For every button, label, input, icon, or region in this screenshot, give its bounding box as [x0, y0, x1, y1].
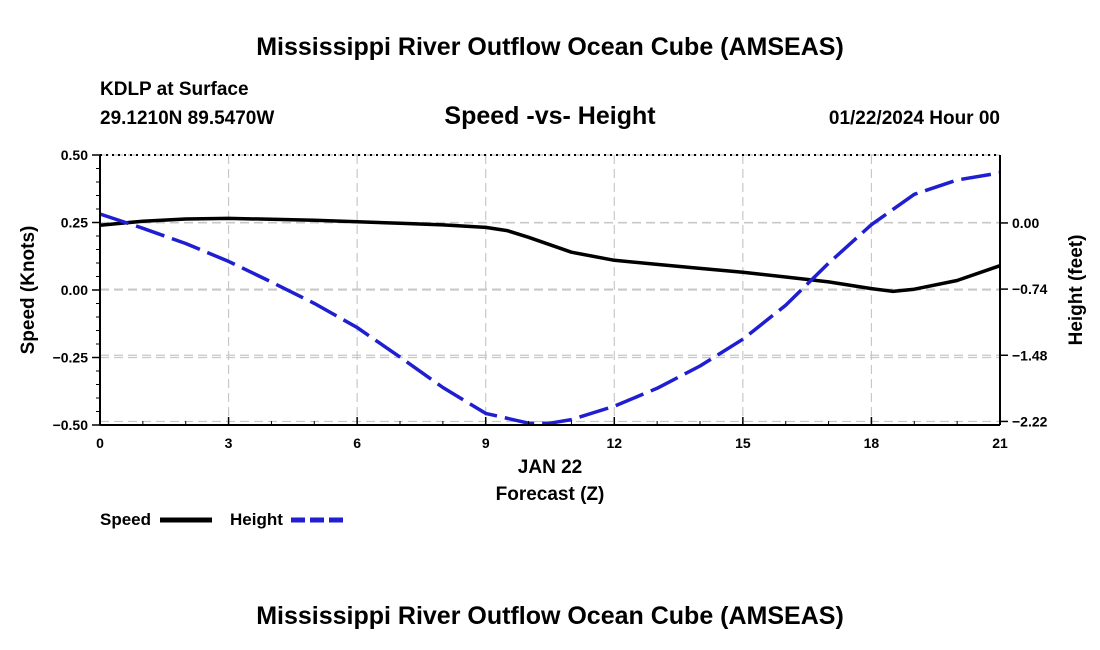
x-tick-label: 9 — [482, 435, 490, 451]
x-tick-label: 0 — [96, 435, 104, 451]
x-tick-label: 3 — [225, 435, 233, 451]
station-coordinates: 29.1210N 89.5470W — [100, 108, 274, 129]
legend-speed-label: Speed — [100, 510, 151, 529]
x-date-label: JAN 22 — [518, 457, 582, 478]
y-right-tick-label: −1.48 — [1012, 347, 1048, 363]
footer-title: Mississippi River Outflow Ocean Cube (AM… — [256, 602, 844, 630]
legend-height-label: Height — [230, 510, 283, 529]
axes: 0 3 6 9 12 15 18 21 0.50 0.25 0.00 −0.25 −0.50 0.00 −0… — [53, 147, 1048, 451]
y-right-tick-label: −2.22 — [1012, 413, 1048, 429]
y-left-tick-label: −0.50 — [53, 417, 89, 433]
legend: Speed Height — [100, 510, 343, 529]
y-left-tick-label: 0.50 — [61, 147, 88, 163]
station-label: KDLP at Surface — [100, 79, 249, 100]
y-left-axis-label: Speed (Knots) — [18, 226, 39, 355]
height-series-line — [99, 171, 1001, 425]
grid — [100, 154, 1000, 426]
x-tick-label: 21 — [992, 435, 1008, 451]
chart-title: Speed -vs- Height — [444, 102, 656, 130]
x-axis-label: Forecast (Z) — [496, 484, 605, 505]
speed-series-line — [99, 216, 1001, 294]
y-right-axis-label: Height (feet) — [1066, 235, 1087, 346]
x-tick-label: 12 — [606, 435, 622, 451]
y-left-tick-label: 0.25 — [61, 215, 88, 231]
y-left-tick-label: −0.25 — [53, 350, 89, 366]
x-tick-label: 18 — [864, 435, 880, 451]
y-left-tick-label: 0.00 — [61, 282, 88, 298]
series-layer — [99, 171, 1001, 425]
page-title: Mississippi River Outflow Ocean Cube (AM… — [256, 33, 844, 61]
x-tick-label: 6 — [353, 435, 361, 451]
y-right-tick-label: −0.74 — [1012, 281, 1048, 297]
forecast-datetime: 01/22/2024 Hour 00 — [829, 108, 1000, 129]
y-right-tick-label: 0.00 — [1012, 215, 1039, 231]
x-tick-label: 15 — [735, 435, 751, 451]
